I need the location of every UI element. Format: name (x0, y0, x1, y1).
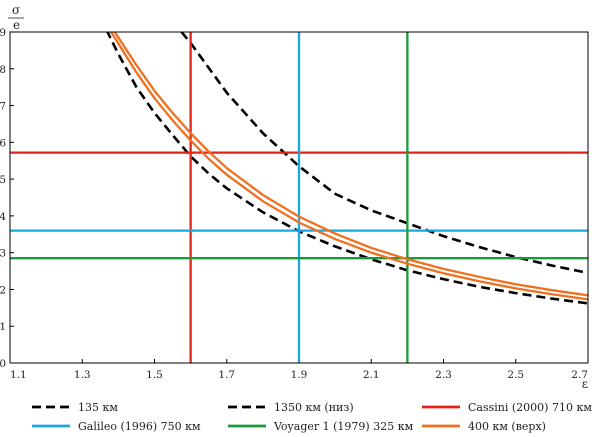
y-tick-label: 5 (0, 174, 6, 186)
y-tick-label: 0 (0, 358, 6, 370)
y-tick-label: 7 (0, 101, 6, 113)
x-tick-label: 2.3 (435, 369, 452, 381)
legend-label: Voyager 1 (1979) 325 км (273, 420, 414, 433)
x-tick-label: 1.5 (146, 369, 163, 381)
y-tick-label: 9 (0, 27, 6, 39)
series-line-1 (106, 32, 588, 305)
series-line-10 (113, 32, 588, 297)
x-tick-label: 1.9 (291, 369, 308, 381)
y-tick-label: 6 (0, 137, 6, 149)
x-tick-label: 2.1 (363, 369, 380, 381)
legend-label: Cassini (2000) 710 км (468, 401, 592, 414)
y-axis-ticks: 0 1 2 3 4 5 6 7 8 9 (0, 27, 14, 370)
series-line-2 (179, 32, 588, 275)
legend-label: 1350 км (низ) (274, 401, 354, 414)
series-layer (10, 32, 588, 363)
y-tick-label: 3 (0, 248, 6, 260)
y-axis-label-denominator: e (13, 18, 20, 32)
x-axis-label: ε (582, 377, 588, 391)
y-tick-label: 4 (0, 211, 6, 223)
x-tick-label: 2.5 (507, 369, 524, 381)
x-tick-label: 1.3 (74, 369, 91, 381)
legend-label: Galileo (1996) 750 км (78, 420, 201, 433)
x-tick-label: 2.7 (571, 369, 588, 381)
legend-label: 135 км (78, 401, 118, 414)
x-tick-label: 1.7 (218, 369, 235, 381)
y-axis-label-numerator: σ (12, 3, 20, 17)
y-tick-label: 1 (0, 321, 6, 333)
plot-frame (9, 31, 589, 364)
y-tick-label: 8 (0, 64, 6, 76)
legend: 135 км 1350 км (низ) Cassini (2000) 710 км… (32, 401, 592, 433)
y-tick-label: 2 (0, 284, 6, 296)
x-tick-label: 1.1 (10, 369, 27, 381)
legend-label: 400 км (верх) (468, 420, 546, 433)
series-line-9 (110, 32, 588, 301)
